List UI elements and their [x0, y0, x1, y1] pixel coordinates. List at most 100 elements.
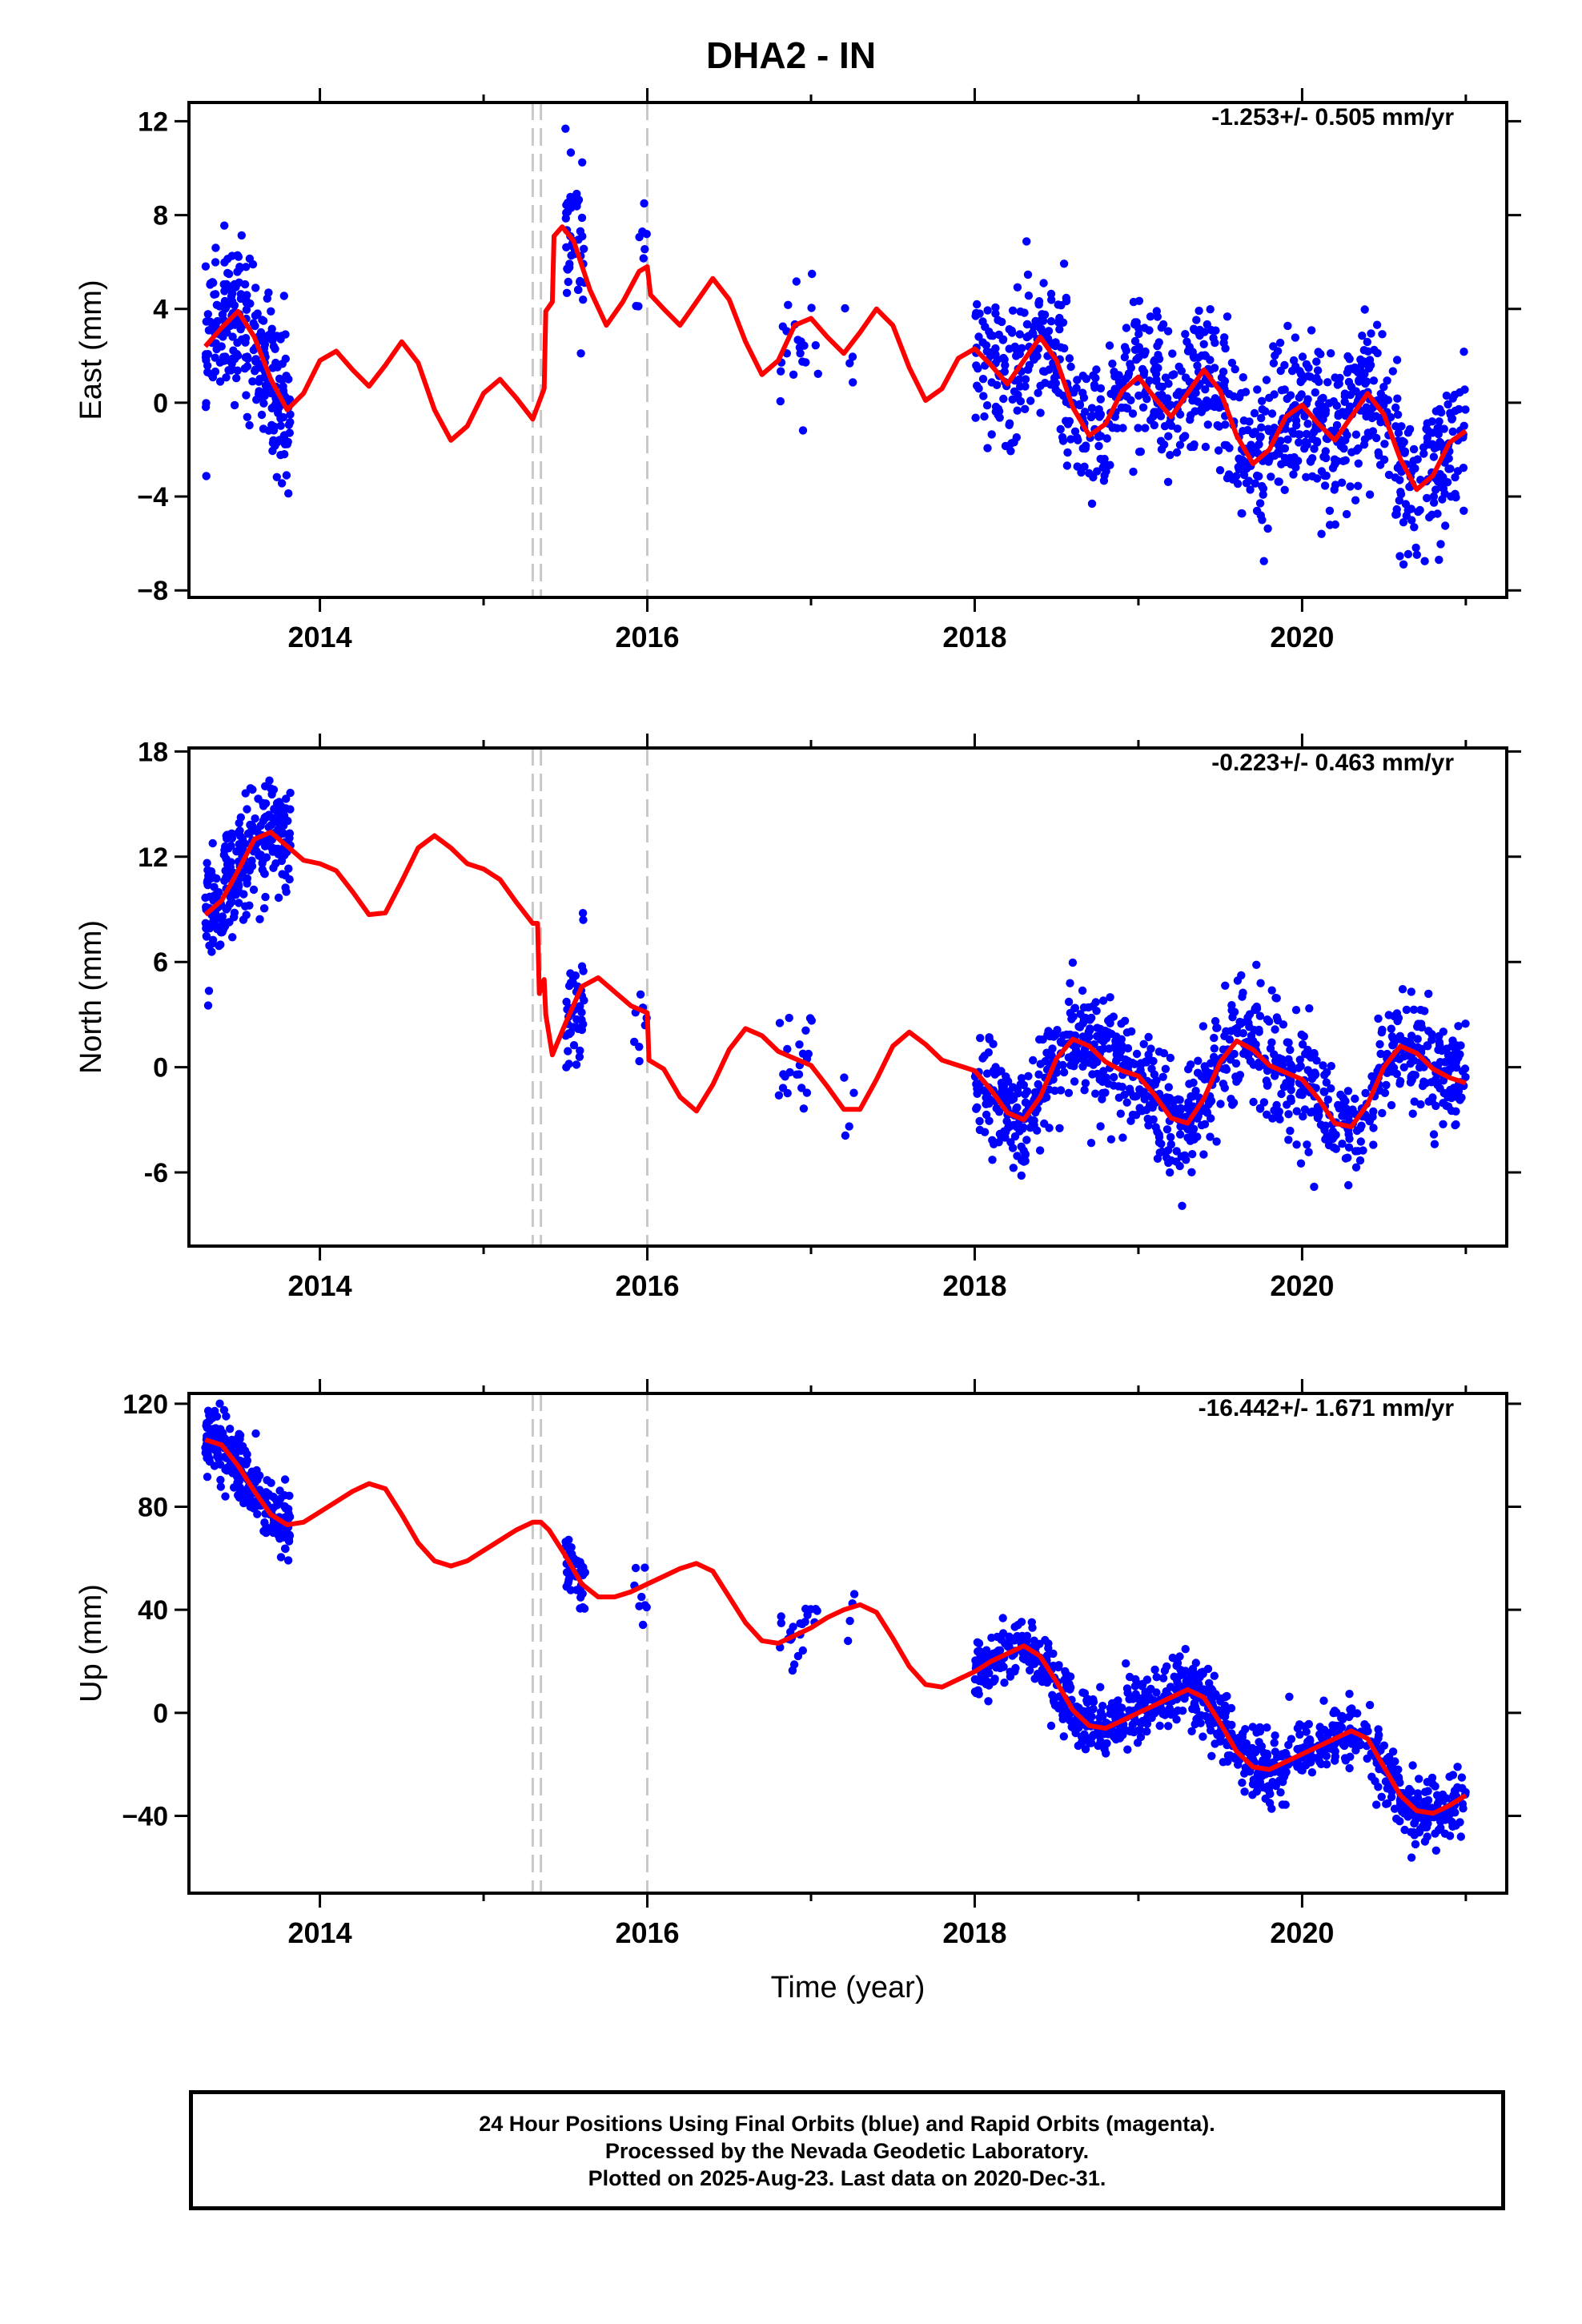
data-point: [1129, 467, 1138, 476]
data-point: [566, 979, 576, 987]
data-point: [971, 413, 980, 422]
data-point: [1387, 1787, 1396, 1796]
data-point: [1000, 1127, 1009, 1136]
data-point: [203, 1473, 212, 1482]
data-point: [1355, 1124, 1365, 1133]
data-point: [1059, 1068, 1069, 1077]
data-point: [990, 1140, 998, 1149]
data-point: [845, 1616, 854, 1626]
data-point: [282, 804, 291, 813]
data-point: [1424, 989, 1433, 999]
data-point: [1333, 456, 1342, 465]
data-point: [1206, 1132, 1215, 1141]
data-point: [262, 853, 271, 862]
data-point: [1199, 1150, 1208, 1159]
data-point: [1191, 1659, 1201, 1667]
data-point: [1087, 1712, 1096, 1721]
data-point: [1182, 1156, 1191, 1164]
data-point: [1452, 1821, 1460, 1830]
data-point: [1045, 1051, 1054, 1059]
data-point: [1035, 1146, 1045, 1155]
data-point: [1345, 1763, 1354, 1773]
data-point: [1222, 1027, 1231, 1036]
data-point: [278, 376, 287, 384]
data-point: [1134, 424, 1142, 432]
data-point: [1424, 1097, 1433, 1106]
data-point: [1327, 349, 1335, 358]
data-point: [1424, 1027, 1433, 1035]
data-point: [260, 842, 270, 850]
data-point: [1078, 1688, 1087, 1697]
data-point: [1142, 1713, 1152, 1723]
data-point: [1433, 1799, 1443, 1808]
data-point: [227, 292, 236, 301]
data-point: [571, 971, 580, 980]
data-point: [1399, 518, 1408, 527]
data-point: [1288, 427, 1297, 436]
data-point: [803, 1610, 812, 1620]
data-point: [1110, 1072, 1118, 1082]
data-point: [262, 385, 271, 394]
data-point: [642, 1602, 651, 1612]
data-point: [1327, 1062, 1336, 1071]
data-point: [1141, 1057, 1150, 1066]
data-point: [1272, 994, 1281, 1003]
data-point: [1125, 1084, 1134, 1093]
data-point: [1436, 540, 1445, 549]
data-point: [1222, 1065, 1231, 1074]
data-point: [1343, 1153, 1352, 1162]
data-point: [991, 402, 1001, 412]
data-point: [203, 1001, 213, 1010]
data-point: [1434, 1826, 1443, 1835]
data-point: [1098, 1095, 1106, 1104]
data-point: [1199, 1667, 1207, 1676]
data-point: [1255, 433, 1264, 442]
data-point: [792, 277, 801, 286]
data-point: [1234, 463, 1243, 472]
data-point: [1150, 1070, 1159, 1079]
data-point: [1098, 996, 1108, 1005]
data-point: [1031, 1642, 1040, 1651]
data-point: [1177, 367, 1186, 376]
data-point: [573, 198, 582, 207]
data-point: [1257, 413, 1266, 423]
data-point: [1315, 377, 1323, 386]
data-point: [239, 890, 248, 899]
data-point: [202, 472, 211, 480]
data-point: [1241, 388, 1251, 396]
data-point: [1300, 1105, 1310, 1114]
data-point: [776, 396, 785, 406]
data-point: [1212, 1137, 1221, 1146]
data-point: [280, 440, 290, 448]
data-point: [1252, 471, 1262, 480]
data-point: [258, 316, 267, 324]
data-point: [1240, 1787, 1249, 1796]
data-point: [1060, 344, 1069, 353]
data-point: [990, 1070, 999, 1079]
data-point: [1448, 394, 1457, 403]
data-point: [1069, 1012, 1078, 1021]
data-point: [1446, 464, 1455, 473]
data-point: [1255, 440, 1263, 449]
data-point: [1115, 1703, 1124, 1711]
data-point: [1153, 312, 1162, 321]
data-point: [1306, 456, 1315, 465]
data-point: [1259, 557, 1268, 565]
data-point: [807, 304, 816, 312]
data-point: [1275, 449, 1283, 458]
data-point: [1294, 456, 1303, 465]
data-point: [1118, 1041, 1126, 1050]
data-point: [804, 1049, 813, 1059]
y-axis-label: North (mm): [74, 920, 108, 1074]
data-point: [1013, 283, 1022, 292]
data-point: [1240, 1769, 1249, 1778]
data-point: [573, 285, 583, 294]
data-point: [1383, 376, 1391, 385]
data-point: [1323, 378, 1332, 387]
data-point: [1211, 1017, 1220, 1026]
data-point: [1193, 1132, 1202, 1141]
data-point: [1046, 317, 1056, 326]
data-point: [1248, 1779, 1258, 1789]
data-point: [267, 821, 275, 830]
data-point: [1163, 477, 1173, 486]
